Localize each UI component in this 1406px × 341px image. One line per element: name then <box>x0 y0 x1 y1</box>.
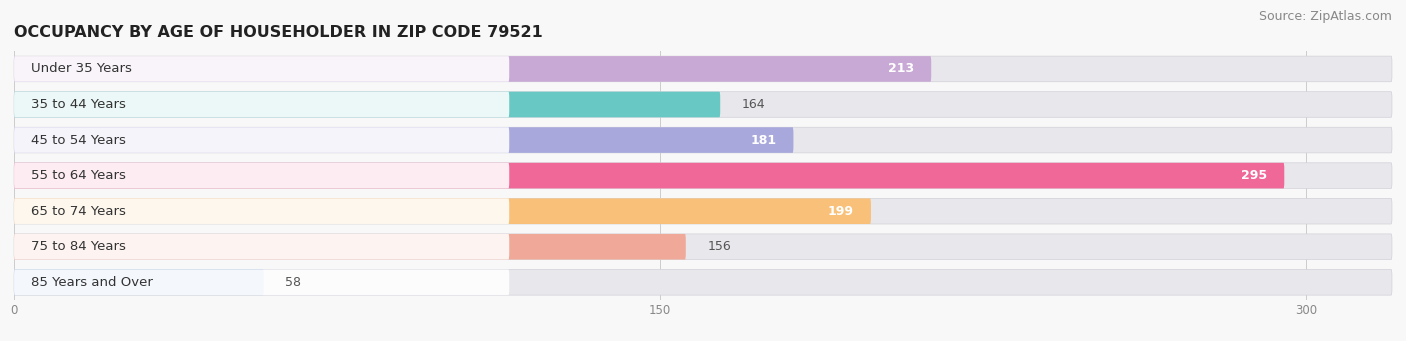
FancyBboxPatch shape <box>14 163 1392 189</box>
Text: OCCUPANCY BY AGE OF HOUSEHOLDER IN ZIP CODE 79521: OCCUPANCY BY AGE OF HOUSEHOLDER IN ZIP C… <box>14 25 543 40</box>
FancyBboxPatch shape <box>14 198 509 224</box>
Text: Under 35 Years: Under 35 Years <box>31 62 132 75</box>
Text: 156: 156 <box>707 240 731 253</box>
Text: 295: 295 <box>1241 169 1267 182</box>
FancyBboxPatch shape <box>14 163 509 189</box>
FancyBboxPatch shape <box>14 92 509 117</box>
Text: 45 to 54 Years: 45 to 54 Years <box>31 134 127 147</box>
FancyBboxPatch shape <box>14 269 1392 295</box>
Text: 75 to 84 Years: 75 to 84 Years <box>31 240 127 253</box>
FancyBboxPatch shape <box>14 269 264 295</box>
FancyBboxPatch shape <box>14 56 1392 82</box>
FancyBboxPatch shape <box>14 269 509 295</box>
Text: 58: 58 <box>285 276 301 289</box>
FancyBboxPatch shape <box>14 127 793 153</box>
FancyBboxPatch shape <box>14 127 1392 153</box>
FancyBboxPatch shape <box>14 163 1284 189</box>
FancyBboxPatch shape <box>14 56 931 82</box>
Text: Source: ZipAtlas.com: Source: ZipAtlas.com <box>1258 10 1392 23</box>
FancyBboxPatch shape <box>14 198 1392 224</box>
FancyBboxPatch shape <box>14 234 1392 260</box>
Text: 85 Years and Over: 85 Years and Over <box>31 276 153 289</box>
FancyBboxPatch shape <box>14 92 1392 117</box>
Text: 35 to 44 Years: 35 to 44 Years <box>31 98 127 111</box>
Text: 164: 164 <box>742 98 765 111</box>
FancyBboxPatch shape <box>14 127 509 153</box>
FancyBboxPatch shape <box>14 234 686 260</box>
Text: 213: 213 <box>887 62 914 75</box>
Text: 199: 199 <box>828 205 853 218</box>
Text: 65 to 74 Years: 65 to 74 Years <box>31 205 127 218</box>
FancyBboxPatch shape <box>14 198 870 224</box>
Text: 181: 181 <box>749 134 776 147</box>
FancyBboxPatch shape <box>14 92 720 117</box>
FancyBboxPatch shape <box>14 56 509 82</box>
FancyBboxPatch shape <box>14 234 509 260</box>
Text: 55 to 64 Years: 55 to 64 Years <box>31 169 127 182</box>
